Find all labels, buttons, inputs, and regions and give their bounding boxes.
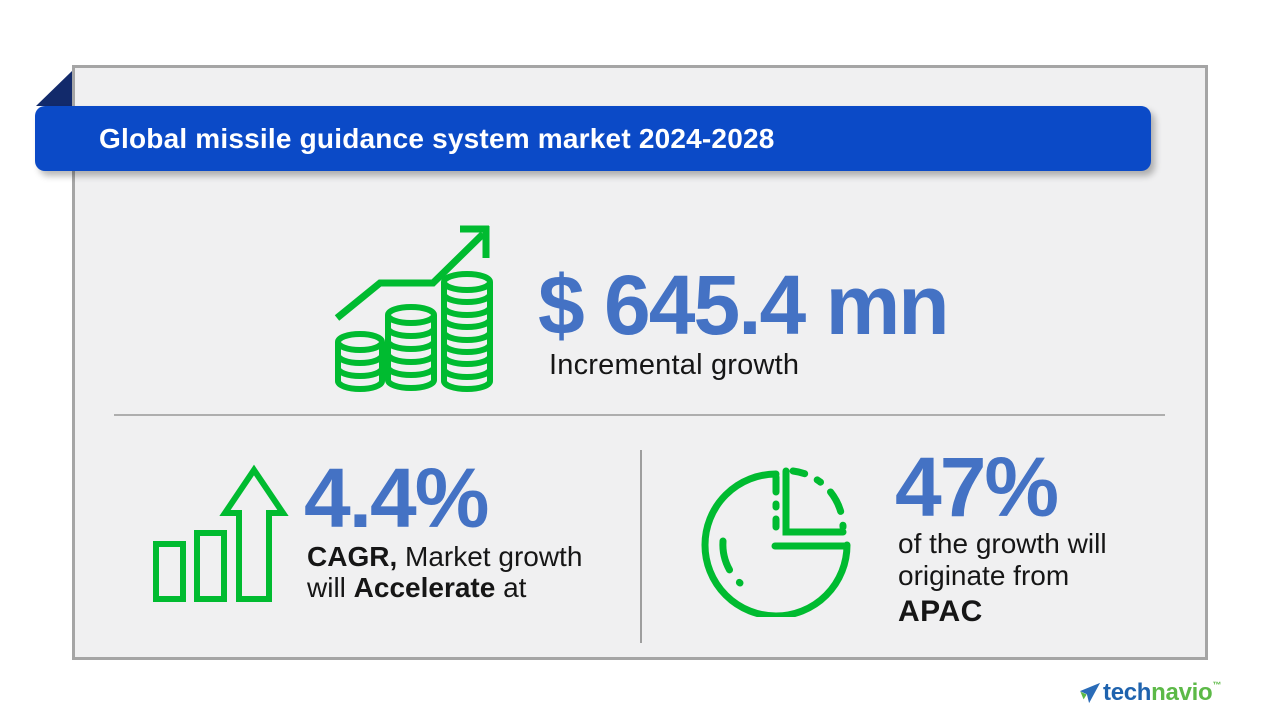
region-share-value: 47%: [895, 440, 1059, 534]
technavio-plane-icon: [1079, 682, 1101, 704]
region-name: APAC: [898, 595, 983, 628]
technavio-logo: tech navio ™: [1079, 679, 1221, 707]
bar-chart-arrow-icon: [153, 464, 289, 602]
region-line2: originate from: [898, 560, 1070, 591]
logo-text-tech: tech: [1103, 679, 1152, 706]
region-line1: of the growth will: [898, 528, 1107, 559]
logo-trademark: ™: [1212, 680, 1222, 690]
pie-chart-icon: [701, 467, 851, 617]
vertical-divider: [640, 450, 642, 643]
horizontal-divider: [114, 414, 1165, 416]
region-description: of the growth will originate from APAC: [898, 528, 1107, 628]
incremental-growth-label: Incremental growth: [549, 349, 800, 381]
coins-growth-icon: [334, 225, 493, 392]
incremental-growth-value: $ 645.4 mn: [538, 258, 950, 352]
cagr-line2: will Accelerate at: [307, 572, 527, 603]
cagr-value: 4.4%: [304, 451, 489, 545]
ribbon-fold: [36, 71, 72, 106]
title-banner: Global missile guidance system market 20…: [35, 106, 1151, 171]
page-title: Global missile guidance system market 20…: [99, 122, 775, 154]
cagr-description: CAGR, Market growth will Accelerate at: [307, 541, 582, 603]
logo-text-navio: navio: [1151, 679, 1213, 706]
cagr-line1: CAGR, Market growth: [307, 541, 583, 572]
